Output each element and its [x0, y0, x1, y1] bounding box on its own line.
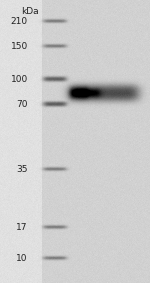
Text: 150: 150: [11, 42, 28, 51]
Text: 10: 10: [16, 254, 28, 263]
Text: 100: 100: [11, 75, 28, 84]
Text: kDa: kDa: [21, 7, 39, 16]
Text: 35: 35: [16, 165, 28, 174]
Text: 17: 17: [16, 223, 28, 232]
Text: 70: 70: [16, 100, 28, 109]
Text: 210: 210: [11, 17, 28, 26]
